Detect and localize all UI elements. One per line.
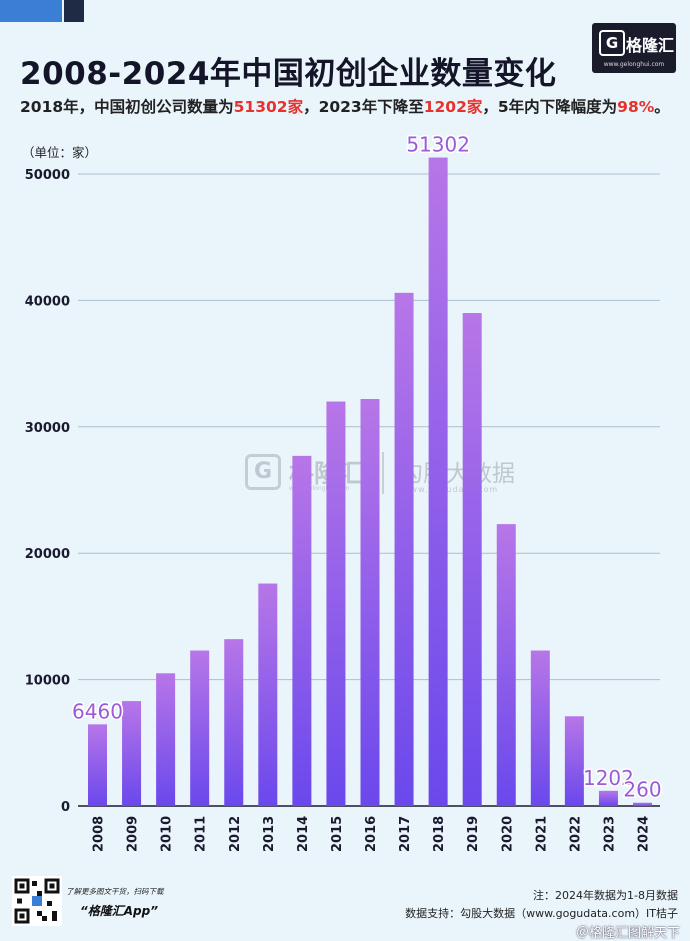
bar-2008 [88,724,107,806]
x-tick-label: 2015 [330,816,345,852]
y-tick-label: 50000 [25,168,70,183]
subtitle-highlight-percent: 98% [617,98,655,116]
y-tick-labels: 0 10000 20000 30000 40000 50000 [25,168,70,815]
x-tick-label: 2016 [364,816,379,852]
bar-2024 [633,802,652,806]
bar-2013 [258,583,278,806]
x-tick-label: 2011 [194,816,209,852]
y-tick-label: 40000 [25,294,70,309]
subtitle-text-1: 2018年，中国初创公司数量为 [20,98,234,116]
bar-2019 [462,313,482,806]
bar-2017 [394,292,414,806]
bar-2012 [224,639,244,806]
y-tick-label: 10000 [25,674,70,689]
y-tick-label: 20000 [25,547,70,562]
chart-subtitle: 2018年，中国初创公司数量为51302家，2023年下降至1202家，5年内下… [20,95,670,117]
x-tick-label: 2013 [262,816,277,852]
qr-caption: 了解更多图文干货，扫码下载 [66,887,164,896]
gelonghui-logo: G 格隆汇 www.gelonghui.com [592,23,676,73]
x-tick-label: 2019 [466,816,481,852]
bar-2022 [564,716,584,806]
qr-code-icon [12,876,62,926]
y-tick-label: 30000 [25,421,70,436]
weibo-watermark: ＠格隆汇图解天下 [575,926,680,941]
bar-2011 [190,650,210,806]
logo-name: 格隆汇 [626,36,675,55]
watermark-name-2: 勾股大数据 [400,461,515,487]
x-tick-label: 2009 [126,816,141,852]
x-tick-label: 2023 [602,816,617,852]
subtitle-text-3: ，5年内下降幅度为 [482,98,618,116]
bar-2018 [428,157,448,806]
watermark-url-1: www.gelonghui.com [289,485,350,492]
bar-2016 [360,398,380,806]
app-name: “格隆汇App” [80,904,158,918]
chart-title: 2008-2024年中国初创企业数量变化 [20,56,557,92]
x-tick-label: 2021 [534,816,549,852]
x-tick-label: 2008 [92,816,107,852]
bar-2010 [156,673,176,806]
x-tick-label: 2012 [228,816,243,852]
data-source: 数据支持：勾股大数据（www.gogudata.com）IT桔子 [405,907,678,920]
watermark-divider [382,452,384,494]
data-label-2018: 51302 [406,133,470,157]
x-tick-label: 2022 [568,816,583,852]
bar-2015 [326,401,346,806]
logo-g-icon: G [599,30,625,56]
top-accent-bar [0,0,62,22]
subtitle-highlight-2018: 51302家 [233,98,304,116]
subtitle-text-2: ，2023年下降至 [303,98,424,116]
data-label-2008: 6460 [72,699,123,723]
subtitle-text-4: 。 [654,98,670,116]
subtitle-highlight-2023: 1202家 [423,98,483,116]
x-tick-label: 2024 [637,816,652,852]
y-axis-unit-label: （单位：家） [22,145,98,160]
top-accent-block [64,0,84,22]
data-label-2024: 260 [623,778,661,802]
bar-2009 [122,701,142,806]
x-tick-label: 2010 [160,816,175,852]
bar-2014 [292,455,312,806]
x-tick-label: 2018 [432,816,447,852]
watermark-g-icon: G [245,454,281,490]
logo-url: www.gelonghui.com [603,61,665,68]
y-tick-label: 0 [61,800,70,815]
x-tick-labels: 2008 2009 2010 2011 2012 2013 2014 2015 2016 2017… [92,816,652,852]
bar-2021 [530,650,550,806]
bar-2023 [598,790,618,806]
data-note: 注：2024年数据为1-8月数据 [533,889,678,902]
x-tick-label: 2017 [398,816,413,852]
data-label-2023: 1202 [583,766,634,790]
x-tick-label: 2014 [296,816,311,852]
x-tick-label: 2020 [500,816,515,852]
bar-2020 [496,524,516,806]
watermark-url-2: www.gogudata.com [403,485,499,494]
bars [88,157,652,806]
